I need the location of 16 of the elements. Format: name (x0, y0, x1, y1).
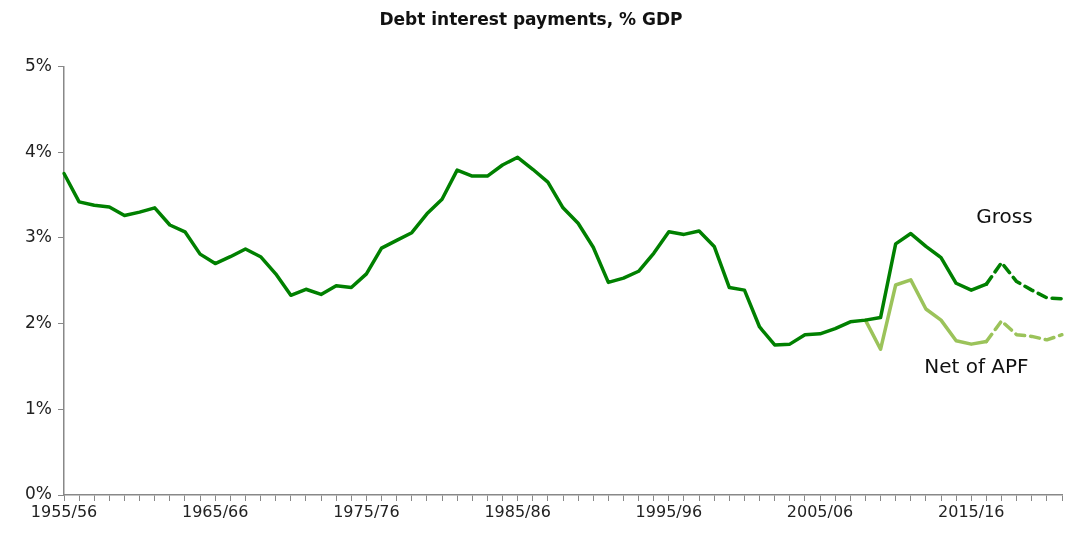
x-tick-label: 1985/86 (484, 501, 551, 521)
x-tick-label: 2005/06 (786, 501, 854, 521)
y-tick-label: 5% (25, 54, 52, 75)
y-tick-label: 3% (25, 226, 52, 247)
y-tick-label: 2% (25, 311, 52, 332)
y-tick-label: 0% (25, 483, 52, 504)
y-tick-label: 4% (25, 140, 52, 161)
chart-title: Debt interest payments, % GDP (379, 8, 683, 29)
series-label: Net of APF (924, 353, 1029, 378)
x-tick-label: 1955/56 (30, 501, 98, 521)
text: Gross (976, 204, 1033, 229)
x-tick-label: 2015/16 (938, 501, 1005, 521)
x-tick-label: 1965/66 (181, 501, 249, 521)
x-tick-label: 1995/96 (635, 501, 703, 521)
y-tick-label: 1% (25, 397, 52, 418)
x-tick-label: 1975/76 (333, 501, 400, 521)
